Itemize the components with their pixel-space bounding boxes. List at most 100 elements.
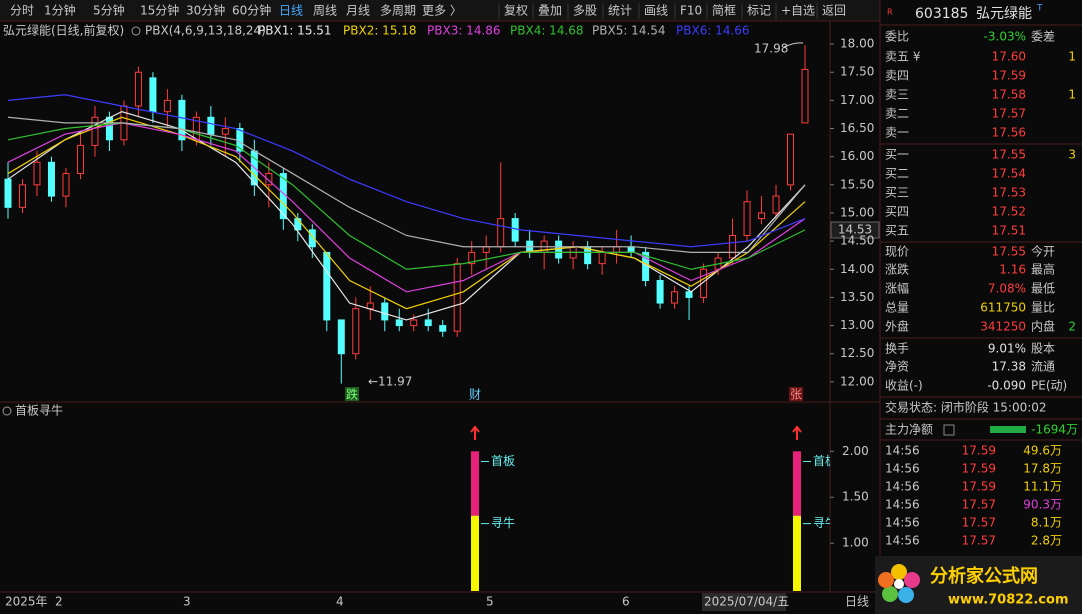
- quote-value: 17.54: [992, 167, 1026, 181]
- settings-icon[interactable]: [2, 406, 12, 416]
- candle-body: [18, 184, 26, 208]
- quote-value: 7.08%: [988, 282, 1026, 296]
- candle-body: [656, 280, 664, 304]
- candle-body: [758, 212, 766, 220]
- tick-price: 17.59: [962, 462, 996, 476]
- quote-value: 17.55: [992, 148, 1026, 162]
- candle-body: [729, 234, 737, 259]
- period-tab[interactable]: 15分钟: [140, 3, 179, 18]
- period-tab[interactable]: 日线: [279, 4, 303, 18]
- candle-body: [627, 246, 635, 253]
- candle-body: [62, 173, 70, 197]
- candle-body: [366, 302, 374, 310]
- x-tick-label: 2025年: [5, 595, 48, 609]
- quote-value: 611750: [980, 301, 1026, 315]
- logo-flower: [878, 564, 920, 603]
- quote-side-label: 今开: [1031, 244, 1055, 259]
- x-tick-label: 2025/07/04/五: [704, 595, 789, 609]
- quote-count: 1: [1068, 88, 1076, 102]
- toolbar-action[interactable]: F10: [680, 4, 702, 18]
- quote-value: 17.38: [992, 360, 1026, 374]
- quote-side-label: 最高: [1031, 262, 1055, 277]
- candle-body: [149, 77, 157, 113]
- tick-price: 17.57: [962, 534, 996, 548]
- quote-label: 换手: [885, 342, 909, 356]
- pbx-line: [7, 94, 806, 248]
- period-tab[interactable]: 60分钟: [232, 3, 271, 18]
- quote-side-label: PE(动): [1031, 379, 1067, 393]
- y-tick-label: 13.50: [840, 290, 874, 304]
- candle-body: [453, 263, 461, 332]
- legend-entry: PBX3: 14.86: [427, 24, 501, 38]
- quote-value: 17.53: [992, 186, 1026, 200]
- candle-body: [47, 161, 55, 197]
- toolbar-action[interactable]: 统计: [608, 4, 632, 18]
- flow-icon[interactable]: [943, 424, 955, 436]
- signal-segment: [471, 451, 479, 516]
- legend-entry: PBX5: 14.54: [592, 24, 666, 38]
- candle-body: [555, 240, 563, 259]
- logo-url: www.70822.com: [948, 593, 1069, 608]
- x-tick-label: 2: [55, 595, 63, 609]
- settings-icon[interactable]: [131, 26, 141, 36]
- pbx-line: [7, 122, 806, 293]
- y-tick-label: 15.50: [840, 177, 874, 191]
- cursor-price: 14.53: [838, 223, 872, 237]
- y-tick-label: 2.00: [842, 444, 869, 458]
- toolbar-action[interactable]: 简框: [712, 4, 736, 18]
- high-label: 17.98: [754, 42, 788, 56]
- period-tab[interactable]: 周线: [313, 4, 337, 18]
- tick-time: 14:56: [885, 462, 920, 476]
- candle-body: [4, 178, 12, 208]
- tick-volume: 90.3万: [1023, 498, 1062, 512]
- marker-box: [789, 387, 803, 401]
- x-tick-label: 日线: [845, 595, 869, 609]
- toolbar-action[interactable]: 叠加: [538, 4, 562, 18]
- period-tab[interactable]: 多周期: [380, 4, 416, 18]
- toolbar-action[interactable]: 返回: [822, 4, 846, 18]
- period-tab[interactable]: 分时: [10, 4, 34, 18]
- toolbar-action[interactable]: +自选: [781, 4, 815, 18]
- quote-side-label: 最低: [1031, 282, 1055, 296]
- signal-label: 寻牛: [491, 515, 515, 530]
- tick-volume: 49.6万: [1023, 444, 1062, 458]
- candle-body: [207, 116, 215, 135]
- quote-label: 买五: [885, 224, 909, 238]
- high-pointer: [783, 42, 804, 48]
- y-tick-label: 18.00: [840, 37, 874, 51]
- signal-arrow: [470, 425, 480, 440]
- period-tab[interactable]: 月线: [346, 4, 370, 18]
- candle-body: [91, 116, 99, 146]
- toolbar-action[interactable]: 标记: [747, 4, 771, 18]
- toolbar-action[interactable]: 画线: [644, 4, 668, 18]
- signal-label: 首板: [813, 454, 837, 468]
- period-tab[interactable]: 5分钟: [93, 3, 125, 18]
- quote-value: 1.16: [999, 263, 1026, 277]
- toolbar-action[interactable]: 多股: [573, 4, 597, 18]
- candle-body: [221, 128, 229, 135]
- tick-price: 17.59: [962, 480, 996, 494]
- quote-value: 9.01%: [988, 342, 1026, 356]
- period-tab[interactable]: 更多 〉: [422, 4, 462, 18]
- tick-volume: 8.1万: [1031, 516, 1062, 530]
- quote-label: 买四: [885, 205, 909, 219]
- y-tick-label: 13.00: [840, 318, 874, 332]
- quote-value: 17.60: [992, 50, 1026, 64]
- tick-time: 14:56: [885, 480, 920, 494]
- logo-name: 分析家公式网: [930, 565, 1038, 587]
- y-tick-label: 17.00: [840, 93, 874, 107]
- marker: 张: [790, 388, 802, 402]
- period-tab[interactable]: 30分钟: [186, 3, 225, 18]
- chart-title: 弘元绿能(日线,前复权): [3, 23, 124, 38]
- signal-label: 首板: [491, 454, 515, 468]
- candle-body: [700, 268, 708, 298]
- candle-body: [482, 246, 490, 253]
- candle-body: [424, 319, 432, 327]
- quote-value: 17.56: [992, 126, 1026, 140]
- candle-body: [76, 144, 84, 175]
- period-tab[interactable]: 1分钟: [44, 3, 76, 18]
- legend-entry: PBX2: 15.18: [343, 24, 417, 38]
- candle-body: [178, 99, 186, 141]
- toolbar-action[interactable]: 复权: [504, 4, 528, 18]
- candle-body: [105, 116, 113, 141]
